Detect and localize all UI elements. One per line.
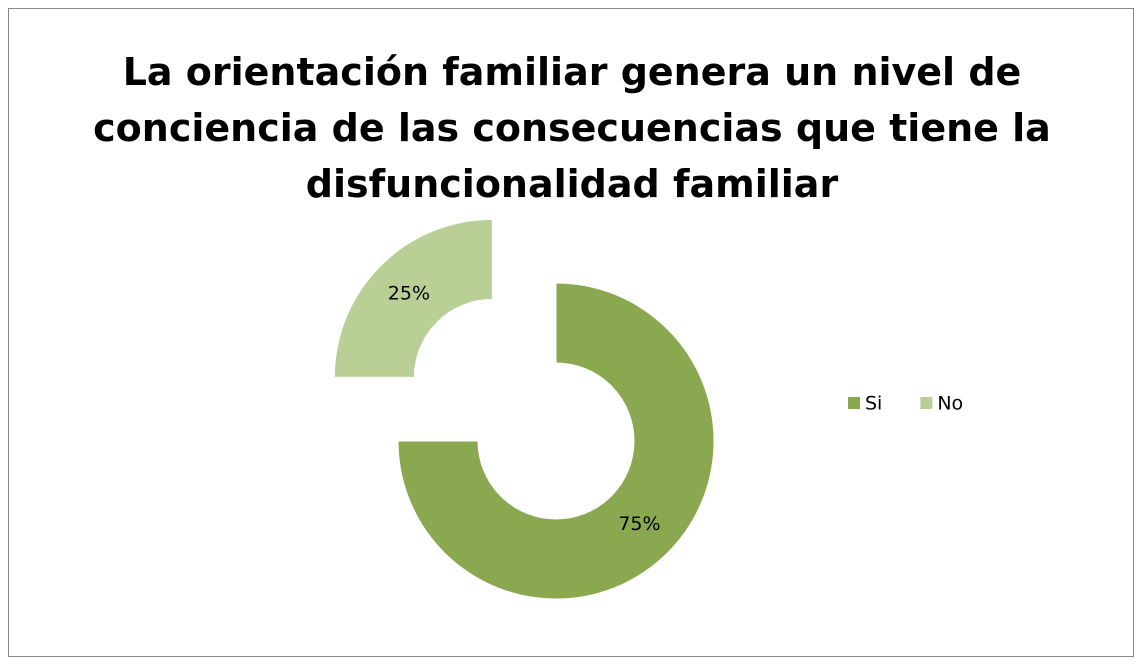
chart-title: La orientación familiar genera un nivel … [93, 50, 1051, 206]
donut-slice [397, 282, 715, 600]
legend-swatch [848, 397, 860, 409]
data-label: 25% [388, 282, 430, 304]
legend-label: No [937, 393, 963, 415]
legend-label: Si [865, 393, 882, 415]
donut-slice [333, 218, 493, 378]
data-label: 75% [618, 513, 660, 535]
legend-swatch [920, 397, 933, 409]
chart-frame [8, 8, 1134, 657]
